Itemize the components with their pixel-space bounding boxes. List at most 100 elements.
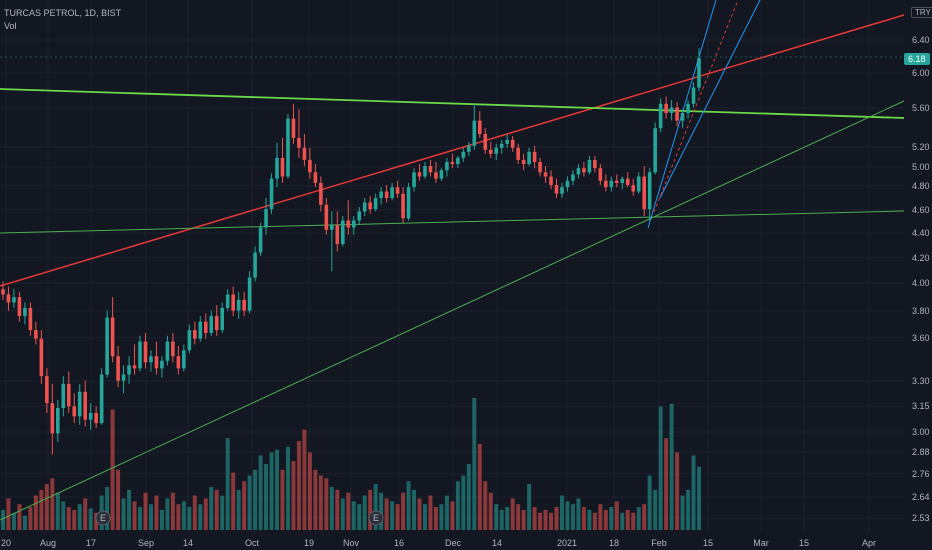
candle-body: [604, 180, 608, 188]
volume-bar: [455, 481, 460, 530]
volume-bar: [669, 403, 674, 530]
candle-body: [565, 180, 570, 188]
volume-bar: [132, 501, 137, 530]
volume-bar: [236, 489, 241, 530]
candle-body: [362, 202, 367, 212]
symbol-header[interactable]: TURCAS PETROL, 1D, BIST: [4, 8, 121, 18]
candle-body: [50, 403, 55, 434]
volume-bar: [576, 498, 581, 530]
volume-bar: [472, 398, 477, 530]
volume-bar: [285, 446, 290, 530]
candle-body: [324, 204, 329, 230]
candle-body: [176, 356, 181, 369]
volume-bar: [494, 504, 499, 530]
chart-grid: [0, 0, 904, 532]
volume-bar: [307, 452, 312, 530]
candle-body: [598, 168, 603, 181]
volume-bar: [527, 484, 532, 530]
time-tick-label: 20: [1, 538, 11, 548]
volume-bar: [148, 504, 153, 530]
volume-bar: [329, 486, 334, 530]
volume-bar: [39, 489, 44, 530]
candle-body: [620, 178, 625, 183]
volume-bar: [406, 481, 411, 530]
volume-indicator-label[interactable]: Vol: [4, 21, 17, 31]
candle-body: [308, 159, 312, 173]
volume-bar: [450, 501, 455, 530]
candle-body: [182, 350, 186, 369]
volume-bar: [351, 501, 356, 530]
candle-body: [225, 294, 230, 308]
volume-bar: [198, 504, 203, 530]
volume-bar: [417, 498, 422, 530]
price-tick-label: 6.00: [912, 68, 930, 78]
candle-body: [631, 185, 636, 192]
candle-body: [269, 178, 274, 210]
candle-body: [116, 356, 120, 381]
candle-body: [297, 137, 301, 148]
candle-body: [467, 145, 471, 152]
volume-bar: [543, 509, 548, 530]
volume-bar: [598, 504, 603, 530]
candle-body: [56, 408, 60, 434]
candle-body: [576, 168, 581, 175]
volume-bar: [390, 501, 395, 530]
candle-body: [456, 157, 460, 165]
candle-body: [543, 172, 548, 177]
candle-body: [39, 338, 44, 377]
ascending-support-line: [0, 100, 905, 521]
volume-bar: [33, 495, 38, 530]
time-tick-label: 15: [703, 538, 713, 548]
price-axis[interactable]: 6.40 6.00 5.60 5.20 5.00 4.80 4.60 4.40 4.20 4.00…: [912, 35, 930, 523]
time-axis[interactable]: 20 Aug 17 Sep 14 Oct 19 Nov 16 Dec 14 2021 18 Feb 15 Ma…: [1, 538, 876, 548]
earnings-event-label: E: [373, 513, 379, 523]
price-tick-label: 3.60: [912, 333, 930, 343]
time-tick-label: Apr: [862, 538, 876, 548]
interval-label: 1D: [84, 8, 97, 18]
candle-body: [236, 299, 241, 311]
candle-body: [527, 151, 531, 165]
candle-body: [143, 341, 148, 363]
ascending-resistance-line: [0, 14, 905, 287]
candle-body: [560, 187, 564, 194]
candle-body: [434, 172, 438, 179]
candle-body: [220, 307, 225, 331]
candle-body: [193, 330, 197, 339]
volume-bar: [483, 481, 488, 530]
horizontal-support-line: [0, 210, 905, 234]
candle-body: [675, 107, 679, 121]
candle-body: [258, 227, 263, 253]
volume-bar: [675, 452, 680, 530]
header-separator: ,: [79, 8, 85, 18]
earnings-event-marker: [95, 510, 111, 526]
candle-body: [160, 360, 164, 369]
candle-body: [1, 289, 5, 295]
volume-bar: [554, 507, 559, 530]
candle-body: [477, 120, 482, 134]
candle-body: [209, 316, 214, 333]
volume-bar: [658, 406, 663, 530]
candle-body: [346, 220, 351, 228]
volume-bar: [258, 455, 263, 530]
candle-body: [132, 365, 137, 369]
candle-body: [538, 161, 542, 173]
volume-bar: [362, 495, 367, 530]
candle-body: [439, 170, 444, 179]
candle-body: [412, 172, 416, 188]
volume-bar: [505, 507, 510, 530]
volume-bar: [620, 512, 625, 530]
volume-bar: [170, 492, 175, 530]
currency-tag[interactable]: TRY: [911, 7, 932, 18]
volume-bar: [422, 504, 427, 530]
volume-bar: [242, 481, 247, 530]
volume-bar: [66, 507, 71, 530]
candle-body: [6, 294, 11, 303]
volume-bar: [11, 512, 16, 530]
price-tick-label: 5.60: [912, 103, 930, 113]
candle-body: [505, 139, 509, 144]
volume-bar: [176, 504, 181, 530]
candle-body: [165, 341, 170, 361]
volume-bar: [461, 475, 466, 530]
candle-body: [653, 128, 657, 173]
